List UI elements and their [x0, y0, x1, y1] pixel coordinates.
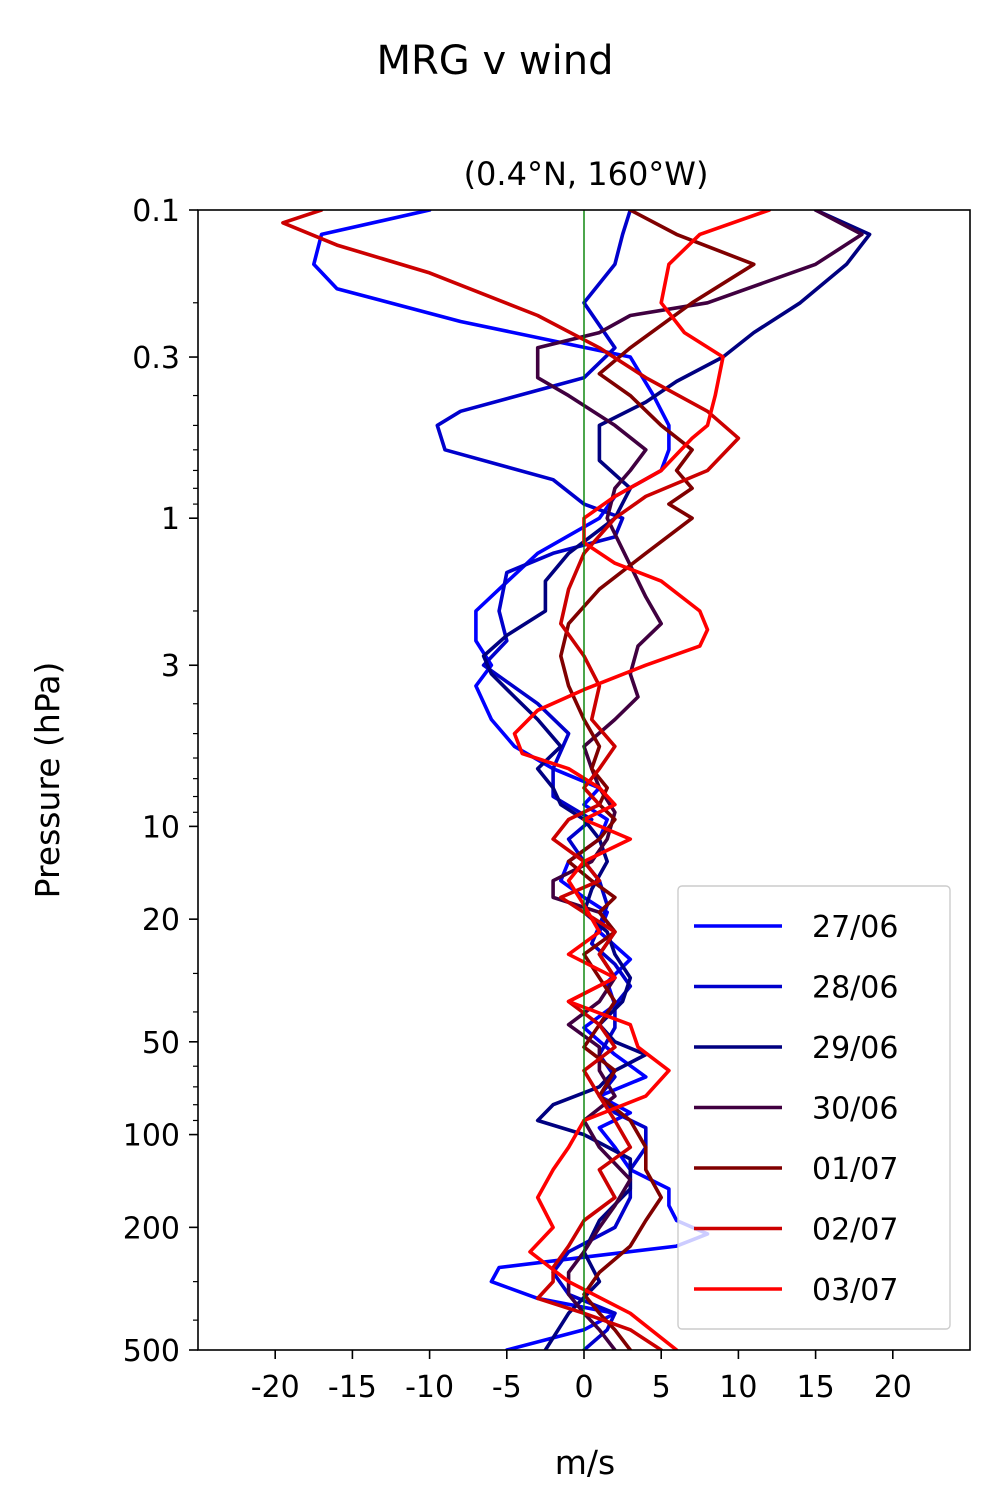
y-tick-label: 0.3	[132, 341, 180, 376]
y-tick-label: 500	[123, 1334, 180, 1369]
plot-area: -20 -15 -10 -5 0 5 10 15 20 0.1 0.3 1 3 10 20 50 100 200…	[123, 194, 971, 1405]
y-tick-label: 3	[161, 649, 180, 684]
x-tick-label: 15	[797, 1370, 835, 1405]
legend-box	[677, 885, 951, 1330]
legend-item: 30/06	[694, 1092, 898, 1127]
y-axis-ticks: 0.1 0.3 1 3 10 20 50 100 200 500	[123, 194, 198, 1369]
y-tick-label: 1	[161, 502, 180, 537]
legend-label: 29/06	[812, 1031, 898, 1066]
legend-items: 27/06 28/06 29/06 30/06 01/07 02/07 03/07	[694, 910, 898, 1308]
legend-label: 28/06	[812, 971, 898, 1006]
chart-title: MRG v wind	[377, 38, 614, 84]
legend-label: 02/07	[812, 1213, 898, 1248]
legend-label: 03/07	[812, 1273, 898, 1308]
x-axis-ticks: -20 -15 -10 -5 0 5 10 15 20	[251, 1350, 912, 1405]
legend-label: 01/07	[812, 1152, 898, 1187]
x-tick-label: 10	[719, 1370, 757, 1405]
chart-subtitle: (0.4°N, 160°W)	[464, 155, 709, 193]
x-axis-label: m/s	[555, 1443, 615, 1482]
x-tick-label: 0	[574, 1370, 593, 1405]
x-tick-label: -10	[405, 1370, 454, 1405]
x-tick-label: -20	[251, 1370, 300, 1405]
y-tick-label: 200	[123, 1211, 180, 1246]
y-tick-label: 0.1	[132, 194, 180, 229]
series-group	[281, 210, 872, 1350]
legend-label: 27/06	[812, 910, 898, 945]
legend-item: 28/06	[694, 971, 898, 1006]
legend-item: 29/06	[694, 1031, 898, 1066]
y-axis-label: Pressure (hPa)	[28, 662, 67, 899]
x-tick-label: 5	[652, 1370, 671, 1405]
legend-item: 02/07	[694, 1213, 898, 1248]
y-tick-label: 20	[142, 903, 180, 938]
legend-item: 01/07	[694, 1152, 898, 1187]
series-line-02-07	[281, 210, 741, 1350]
x-tick-label: -15	[328, 1370, 377, 1405]
x-tick-label: -5	[492, 1370, 522, 1405]
legend-label: 30/06	[812, 1092, 898, 1127]
legend: 27/06 28/06 29/06 30/06 01/07 02/07 03/07	[677, 885, 951, 1330]
legend-item: 27/06	[694, 910, 898, 945]
y-tick-label: 50	[142, 1026, 180, 1061]
y-tick-label: 10	[142, 810, 180, 845]
x-tick-label: 20	[874, 1370, 912, 1405]
legend-item: 03/07	[694, 1273, 898, 1308]
y-tick-label: 100	[123, 1119, 180, 1154]
